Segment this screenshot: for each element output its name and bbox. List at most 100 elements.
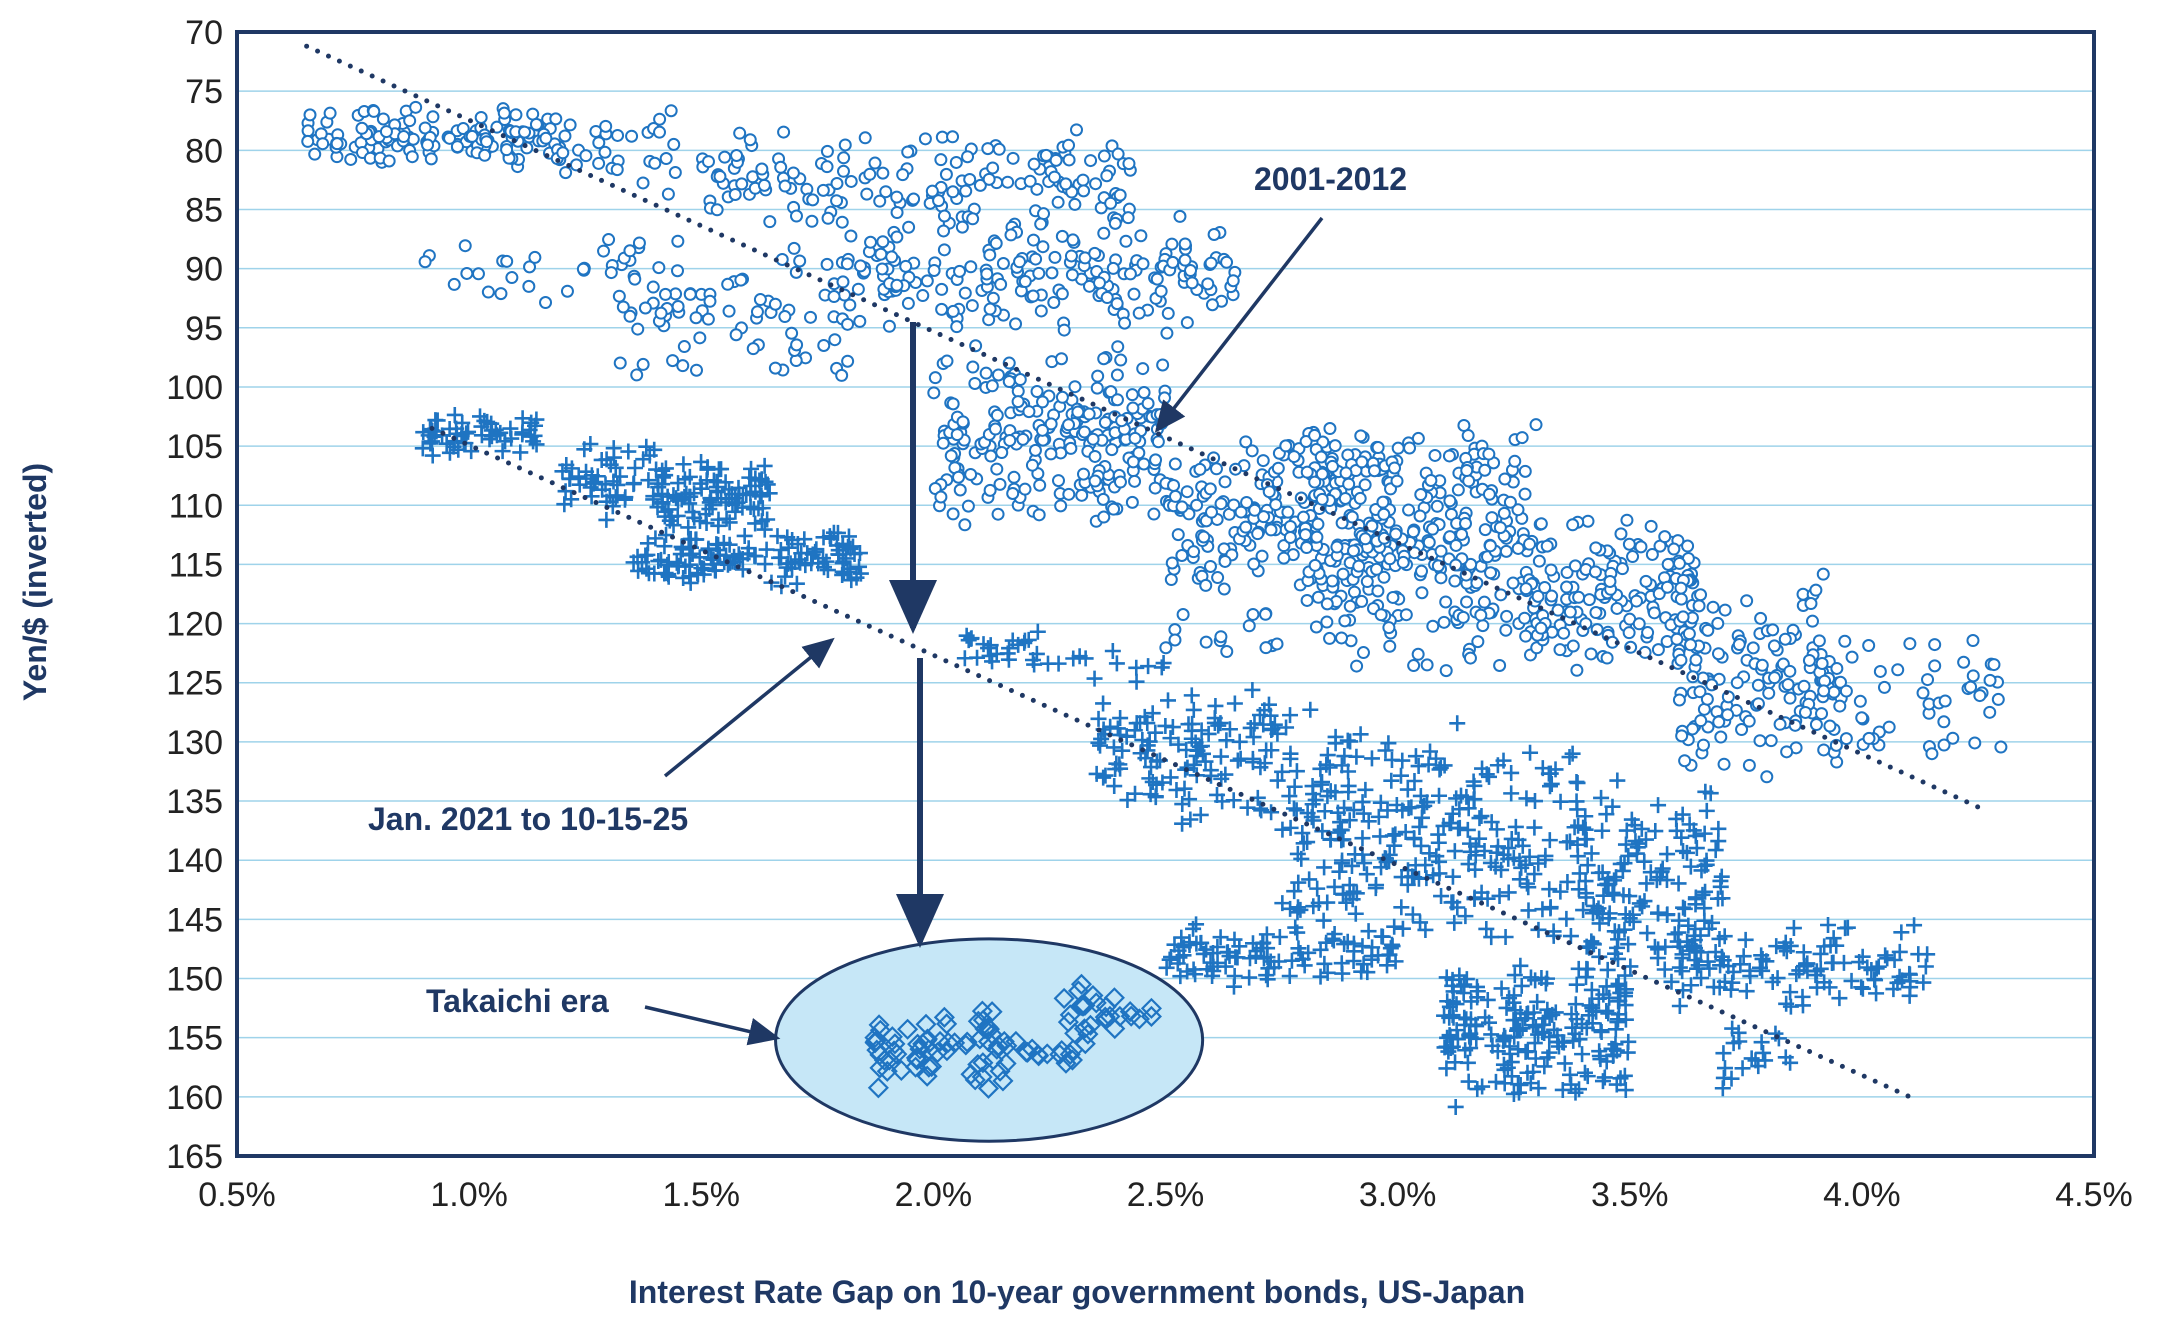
point-plus — [633, 554, 650, 571]
point-plus — [1447, 1098, 1464, 1115]
point-circle — [1002, 375, 1016, 389]
point-circle — [1862, 639, 1876, 653]
point-circle — [1493, 521, 1507, 535]
point-plus — [554, 463, 571, 480]
point-circle — [1603, 574, 1617, 588]
point-plus — [1444, 993, 1461, 1010]
point-circle — [1783, 691, 1797, 705]
point-plus — [1443, 894, 1460, 911]
point-plus — [815, 529, 832, 546]
point-circle — [1833, 699, 1847, 713]
point-plus — [1212, 748, 1229, 765]
point-plus — [1430, 826, 1447, 843]
point-circle — [1255, 549, 1269, 563]
arrow-2001-2012 — [1154, 216, 1324, 433]
point-circle — [946, 397, 960, 411]
point-plus — [1207, 697, 1224, 714]
point-circle — [1830, 661, 1844, 675]
point-circle — [1114, 353, 1128, 367]
point-plus — [1255, 950, 1272, 967]
point-circle — [1798, 705, 1812, 719]
point-diamond — [971, 1000, 993, 1022]
point-circle — [1964, 680, 1978, 694]
point-plus — [1859, 959, 1876, 976]
point-circle — [1160, 326, 1174, 340]
point-plus — [727, 503, 744, 520]
point-diamond — [987, 1035, 1010, 1057]
point-plus — [1410, 758, 1427, 775]
point-circle — [1862, 731, 1876, 745]
point-circle — [1022, 405, 1036, 419]
point-circle — [1566, 518, 1580, 532]
point-plus — [1126, 722, 1143, 739]
point-circle — [1168, 457, 1182, 471]
point-circle — [1311, 517, 1325, 531]
point-plus — [1906, 917, 1923, 934]
point-circle — [1676, 610, 1690, 624]
point-circle — [616, 300, 630, 314]
point-plus — [1646, 938, 1663, 955]
point-circle — [625, 129, 639, 143]
point-circle — [632, 236, 646, 250]
point-circle — [858, 131, 872, 145]
point-plus — [772, 542, 789, 559]
point-circle — [1711, 647, 1725, 661]
point-plus — [1495, 1031, 1512, 1048]
point-plus — [1471, 830, 1488, 847]
point-plus — [1225, 792, 1242, 809]
point-circle — [1406, 525, 1420, 539]
point-plus — [1162, 769, 1179, 786]
point-plus — [1704, 914, 1721, 931]
point-plus — [1411, 818, 1428, 835]
point-circle — [1415, 564, 1429, 578]
point-plus — [1092, 737, 1109, 754]
point-plus — [1467, 861, 1484, 878]
point-circle — [1277, 551, 1291, 565]
point-circle — [1430, 499, 1444, 513]
point-plus — [1356, 855, 1373, 872]
point-circle — [1108, 216, 1122, 230]
point-plus — [1653, 863, 1670, 880]
point-plus — [1471, 810, 1488, 827]
point-circle — [817, 338, 831, 352]
plot-frame — [235, 30, 2096, 1158]
point-circle — [983, 248, 997, 262]
point-circle — [961, 499, 975, 513]
point-circle — [1622, 537, 1636, 551]
point-circle — [1494, 588, 1508, 602]
point-plus — [1443, 815, 1460, 832]
point-plus — [479, 413, 496, 430]
point-circle — [836, 164, 850, 178]
point-diamond — [881, 1026, 903, 1048]
point-circle — [1137, 457, 1151, 471]
point-plus — [1483, 814, 1500, 831]
point-plus — [1090, 710, 1107, 727]
y-tick-label: 90 — [185, 251, 223, 289]
point-circle — [1308, 428, 1322, 442]
point-circle — [1451, 483, 1465, 497]
point-plus — [758, 541, 775, 558]
point-plus — [1537, 851, 1554, 868]
point-circle — [902, 220, 916, 234]
point-circle — [1018, 482, 1032, 496]
point-circle — [940, 354, 954, 368]
point-plus — [1290, 940, 1307, 957]
point-circle — [1460, 464, 1474, 478]
point-plus — [1334, 852, 1351, 869]
point-circle — [827, 290, 841, 304]
point-circle — [1804, 597, 1818, 611]
point-circle — [1354, 429, 1368, 443]
point-plus — [645, 488, 662, 505]
point-circle — [1097, 352, 1111, 366]
point-diamond — [1095, 1009, 1117, 1031]
point-circle — [646, 280, 660, 294]
point-plus — [1696, 912, 1713, 929]
point-circle — [523, 260, 537, 274]
point-circle — [1036, 395, 1050, 409]
point-circle — [405, 150, 419, 164]
point-plus — [742, 498, 759, 515]
point-circle — [1148, 481, 1162, 495]
point-circle — [1689, 653, 1703, 667]
point-plus — [1754, 950, 1771, 967]
point-circle — [1054, 352, 1068, 366]
